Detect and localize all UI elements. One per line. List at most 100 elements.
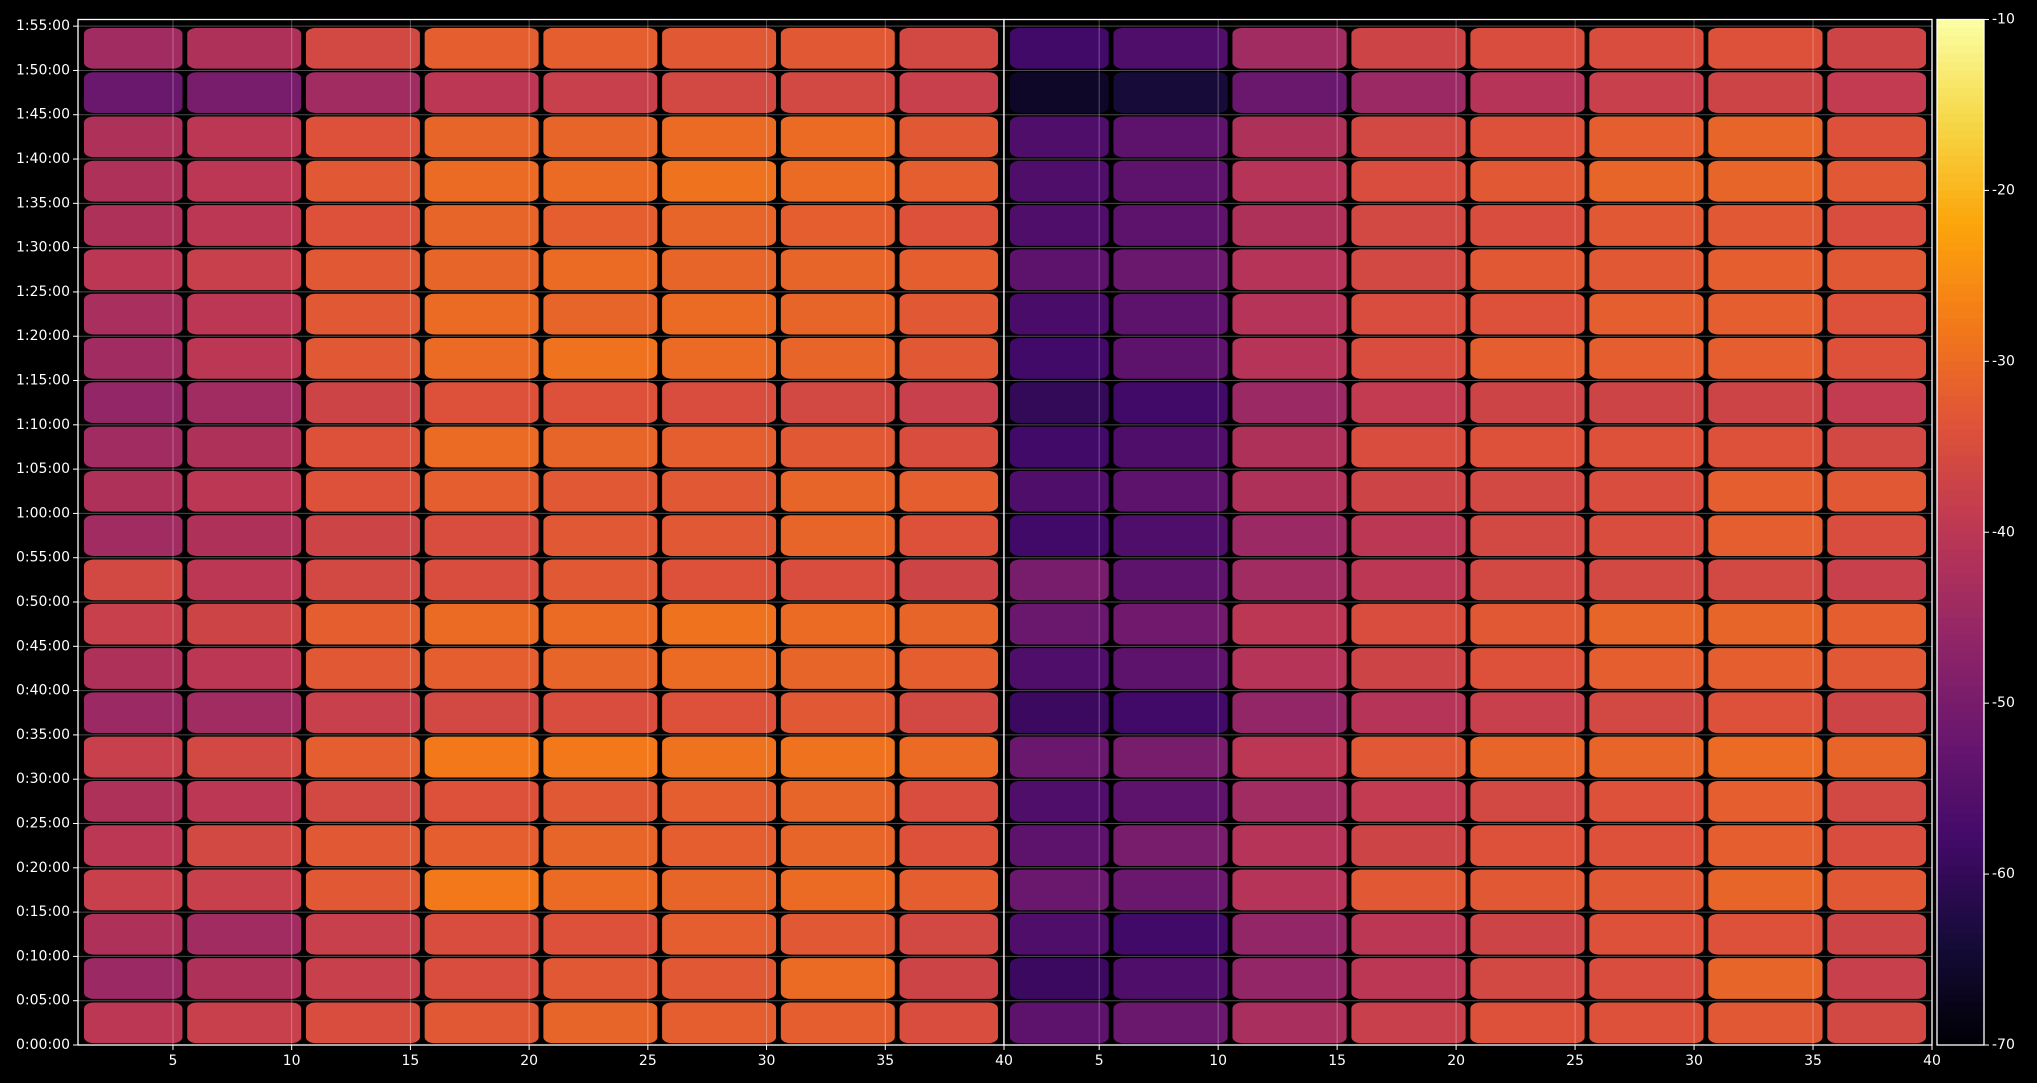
heatmap-cell [424,382,539,424]
heatmap-cell [662,1002,777,1044]
colorbar-segment [1937,455,1984,465]
heatmap-cell [1351,648,1466,689]
colorbar-segment [1937,28,1984,38]
x-tick-label: 5 [1095,1053,1104,1069]
colorbar-segment [1937,267,1984,277]
heatmap-cell [84,338,183,379]
y-tick-label: 0:50:00 [16,594,70,610]
colorbar-segment [1937,369,1984,380]
heatmap-cell [1351,426,1466,468]
colorbar-segment [1937,429,1984,440]
heatmap-cell [1470,559,1585,601]
heatmap-cell [1589,736,1704,778]
heatmap-cell [1351,27,1466,69]
heatmap-cell [1351,958,1466,999]
y-tick-label: 0:35:00 [16,727,70,743]
heatmap-cell [543,72,658,113]
colorbar-segment [1937,523,1984,534]
x-tick-label: 20 [520,1053,538,1069]
colorbar-segment [1937,609,1984,619]
heatmap-cell [780,559,895,601]
heatmap-cell [1010,603,1109,645]
heatmap-cell [1232,116,1347,158]
heatmap-cell [305,160,420,202]
colorbar-segment [1937,728,1984,739]
heatmap-cell [424,249,539,291]
heatmap-cell [1010,27,1109,69]
colorbar-segment [1937,856,1984,867]
y-tick-label: 1:55:00 [16,18,70,34]
colorbar-segment [1937,660,1984,670]
heatmap-cell [1589,958,1704,999]
heatmap-cell [543,825,658,867]
colorbar-segment [1937,677,1984,687]
heatmap-cell [1827,27,1926,69]
y-tick-label: 1:20:00 [16,328,70,344]
colorbar-segment [1937,703,1984,713]
heatmap-cell [1827,869,1926,911]
heatmap-cell [543,293,658,335]
y-tick-label: 1:25:00 [16,284,70,300]
heatmap-cell [1470,1002,1585,1044]
heatmap-cell [780,160,895,202]
heatmap-cell [424,160,539,202]
heatmap-cell [543,780,658,822]
colorbar-segment [1937,386,1984,397]
colorbar-segment [1937,737,1984,747]
x-tick-label: 30 [1685,1053,1703,1069]
colorbar-segment [1937,241,1984,252]
heatmap-cell [1708,780,1823,822]
colorbar-segment [1937,797,1984,807]
colorbar-segment [1937,181,1984,192]
heatmap-cell [1470,648,1585,689]
colorbar-segment [1937,617,1984,628]
x-tick-label: 35 [876,1053,894,1069]
colorbar-segment [1937,310,1984,320]
heatmap-cell [1351,692,1466,734]
heatmap-cell [899,603,998,645]
heatmap-cell [662,382,777,424]
colorbar-segment [1937,882,1984,892]
heatmap-cell [780,515,895,556]
heatmap-cell [1010,116,1109,158]
heatmap-cell [1589,382,1704,424]
heatmap-cell [780,382,895,424]
y-tick-label: 1:15:00 [16,373,70,389]
heatmap-cell [780,72,895,113]
colorbar-segment [1937,361,1984,371]
heatmap-cell [84,160,183,202]
heatmap-cell [1351,780,1466,822]
heatmap-cell [1351,603,1466,645]
heatmap-cell [1589,249,1704,291]
y-tick-label: 1:35:00 [16,195,70,211]
heatmap-cell [780,116,895,158]
heatmap-cell [662,692,777,734]
heatmap-cell [1470,27,1585,69]
heatmap-cell [1470,692,1585,734]
heatmap-cell [1232,27,1347,69]
colorbar-segment [1937,216,1984,226]
heatmap-cell [1232,780,1347,822]
colorbar-segment [1937,668,1984,679]
x-tick-label: 10 [1209,1053,1227,1069]
colorbar-segment [1937,848,1984,858]
heatmap-cell [1827,559,1926,601]
heatmap-cell [84,825,183,867]
heatmap-cell [187,382,302,424]
heatmap-cell [1708,116,1823,158]
heatmap-cell [780,913,895,955]
heatmap-cell [543,913,658,955]
heatmap-cell [1470,116,1585,158]
heatmap-cell [899,27,998,69]
colorbar-segment [1937,1036,1984,1046]
heatmap-cell [1470,780,1585,822]
heatmap-cell [187,780,302,822]
heatmap-cell [424,205,539,246]
colorbar-segment [1937,942,1984,952]
heatmap-cell [1589,426,1704,468]
heatmap-cell [662,249,777,291]
heatmap-cell [187,958,302,999]
heatmap-cell [187,205,302,246]
heatmap-cell [899,869,998,911]
heatmap-cell [1232,72,1347,113]
